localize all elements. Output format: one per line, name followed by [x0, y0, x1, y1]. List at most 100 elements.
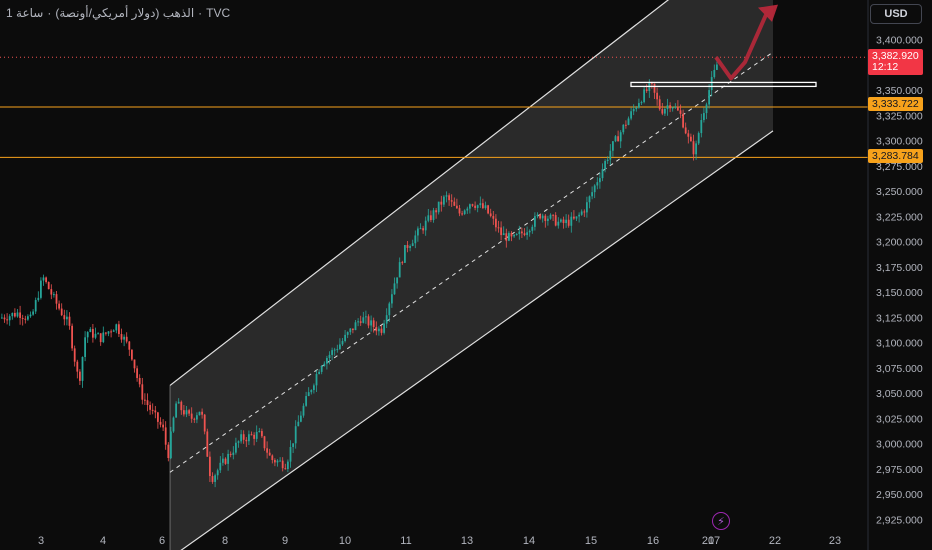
candle-body [128, 341, 131, 350]
candle-body [211, 476, 214, 482]
candle-body [279, 460, 281, 462]
candle-body [388, 303, 391, 316]
drawing-overlays[interactable] [630, 4, 817, 88]
candle-body [469, 204, 471, 209]
candle-body [331, 350, 333, 355]
candle-body [393, 283, 396, 295]
candle-body [27, 316, 29, 320]
candle-body [346, 332, 349, 335]
candle-body [76, 361, 79, 372]
candle-body [588, 196, 591, 203]
channel-lower-line[interactable] [170, 130, 774, 550]
candle-body [674, 106, 677, 108]
resistance-box[interactable] [630, 81, 817, 88]
candle-body [336, 349, 339, 351]
candle-body [695, 143, 697, 155]
candle-body [500, 227, 502, 236]
candle-body [167, 444, 170, 459]
candle-body [92, 328, 94, 338]
candle-body [261, 431, 263, 437]
candle-body [19, 312, 21, 318]
candle-body [206, 431, 209, 457]
candle-body [591, 192, 593, 197]
candle-body [302, 405, 305, 416]
candle-body [570, 216, 573, 226]
candle-body [198, 411, 201, 416]
parallel-channel[interactable] [169, 0, 774, 550]
candle-body [16, 312, 19, 317]
candle-body [630, 111, 632, 119]
candle-body [185, 410, 188, 415]
candle-body [235, 442, 237, 453]
candle-body [593, 185, 596, 193]
currency-button[interactable]: USD [870, 4, 922, 24]
candle-body [333, 349, 336, 351]
lightning-icon[interactable]: ⚡ [712, 512, 730, 530]
projection-arrow-path[interactable] [714, 13, 768, 81]
candle-body [716, 64, 718, 70]
candle-body [435, 210, 437, 213]
candle-body [250, 434, 253, 436]
projection-arrow-head[interactable] [758, 4, 778, 22]
candle-body [645, 89, 648, 91]
level-lower-tag: 3,283.784 [868, 149, 923, 163]
candle-body [11, 312, 14, 317]
candle-body [466, 208, 469, 211]
candle-body [489, 213, 492, 217]
y-tick-label: 3,275.000 [876, 161, 923, 173]
candle-body [596, 182, 599, 186]
candle-body [539, 214, 541, 219]
candle-body [123, 336, 125, 340]
candle-body [578, 214, 580, 217]
candle-body [604, 161, 606, 170]
candle-body [658, 99, 661, 110]
candle-body [287, 461, 289, 470]
candle-body [664, 108, 666, 114]
candle-body [66, 316, 68, 320]
candle-body [110, 331, 112, 333]
candles [1, 57, 718, 488]
price-axis[interactable]: 3,400.0003,375.0003,350.0003,325.0003,30… [867, 0, 923, 550]
candle-body [71, 325, 73, 349]
candle-body [547, 218, 549, 221]
y-tick-label: 3,125.000 [876, 312, 923, 324]
channel-mid-line[interactable] [169, 51, 774, 473]
candle-body [521, 231, 523, 234]
candle-body [42, 277, 45, 281]
candle-body [229, 453, 232, 455]
candle-body [120, 334, 123, 340]
channel-upper-line[interactable] [169, 0, 773, 386]
x-tick-label: 13 [461, 535, 473, 547]
candle-body [411, 243, 414, 247]
candle-body [484, 205, 487, 209]
candle-body [513, 234, 515, 237]
candle-body [162, 424, 164, 428]
candle-body [518, 231, 521, 234]
candle-body [125, 336, 128, 342]
candle-body [552, 214, 554, 216]
candle-body [307, 392, 310, 397]
horizontal-levels[interactable] [0, 56, 868, 158]
candle-body [479, 203, 482, 206]
y-tick-label: 3,000.000 [876, 439, 923, 451]
candle-body [508, 233, 510, 241]
candle-body [97, 333, 99, 335]
candle-body [271, 455, 274, 460]
candle-body [617, 136, 619, 142]
candle-body [164, 427, 167, 445]
candle-body [37, 297, 40, 301]
header-separator: · [47, 6, 52, 20]
candle-body [586, 202, 588, 213]
candle-body [1, 317, 3, 319]
candle-body [531, 226, 534, 231]
candle-body [682, 113, 684, 128]
candle-body [450, 200, 453, 202]
bar-countdown: 12:12 [872, 61, 899, 73]
candle-body [253, 434, 255, 439]
x-tick-label: 22 [769, 535, 781, 547]
candle-body [258, 431, 261, 433]
candle-body [352, 328, 354, 331]
candle-body [310, 390, 313, 393]
